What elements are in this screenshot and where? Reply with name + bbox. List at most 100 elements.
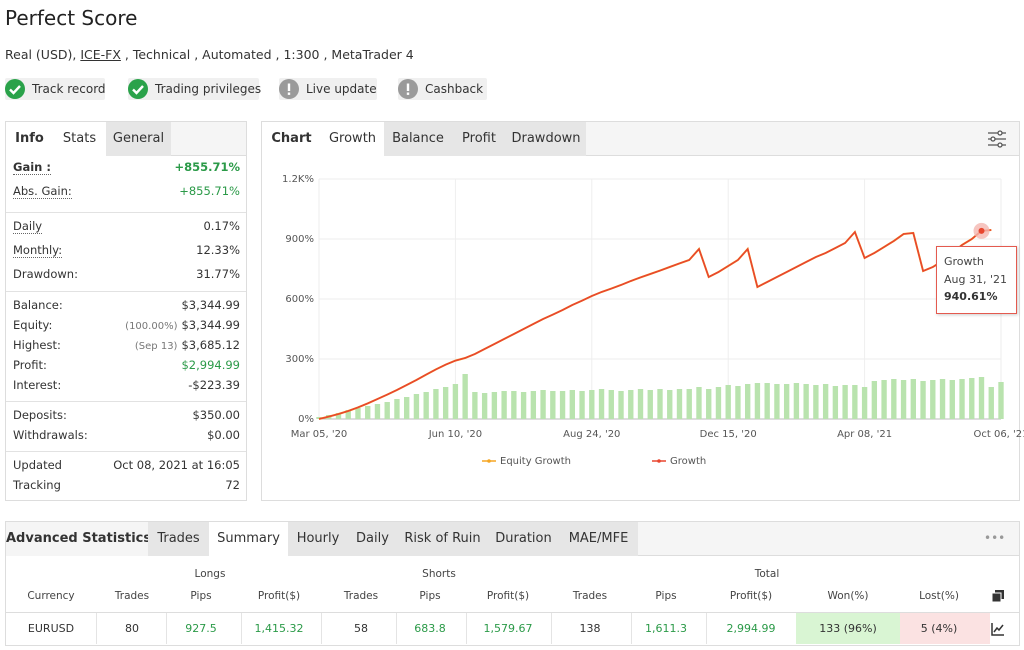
stats-tab[interactable]: Summary [209, 522, 288, 556]
stats-tab[interactable]: Trades [148, 522, 209, 556]
stats-tab[interactable]: MAE/MFE [559, 522, 638, 556]
tooltip-date: Aug 31, '21 [944, 273, 1007, 286]
cell-border [96, 613, 97, 644]
badge-icon [128, 79, 148, 99]
column-header: Trades [114, 590, 150, 602]
cell-border [551, 613, 552, 644]
column-header: Pips [655, 590, 677, 602]
tooltip: Growth Aug 31, '21 940.61% [936, 246, 1017, 314]
stat-value-text: $2,994.99 [181, 358, 240, 372]
column-header: Profit($) [486, 590, 530, 602]
stats-tab[interactable]: Duration [488, 522, 559, 556]
chart-tab: Chart [262, 122, 321, 156]
stat-value: (Sep 13) $3,685.12 [135, 338, 240, 352]
cell-border [321, 613, 322, 644]
cell: 1,579.67 [483, 622, 533, 635]
chart-tab[interactable]: Profit [452, 122, 506, 156]
column-header: Trades [343, 590, 379, 602]
stat-value: 0.17% [203, 219, 240, 233]
stat-value-text: -$223.39 [188, 378, 240, 392]
stat-value-text: +855.71% [179, 184, 240, 198]
trend-icon [991, 623, 1004, 636]
column-header: Trades [572, 590, 608, 602]
cell-border [241, 613, 242, 644]
column-header: Pips [190, 590, 212, 602]
broker-link[interactable]: ICE-FX [80, 47, 121, 62]
group-header: Shorts [422, 568, 456, 580]
separator [6, 451, 246, 452]
column-header: Lost(%) [919, 590, 959, 602]
chart-icon[interactable] [991, 621, 1005, 636]
stat-value-text: 72 [225, 478, 240, 492]
badge-icon [5, 79, 25, 99]
chart-tab[interactable]: Growth [321, 122, 384, 156]
page-title: Perfect Score [5, 6, 138, 30]
export-icon[interactable] [991, 588, 1005, 603]
stats-tab[interactable]: Daily [348, 522, 397, 556]
cell-bg [796, 613, 900, 644]
stat-value-text: $3,685.12 [181, 338, 240, 352]
badge-label: Trading privileges [155, 82, 262, 96]
copy-icon [991, 590, 1004, 603]
stats-panel: Advanced Statistics Trades Summary Hourly Da… [5, 521, 1020, 646]
stat-value-text: Oct 08, 2021 at 16:05 [113, 458, 240, 472]
chart-tab[interactable]: Balance [384, 122, 452, 156]
stats-tab[interactable]: Risk of Ruin [397, 522, 488, 556]
stat-value-text: $350.00 [192, 408, 240, 422]
column-header: Profit($) [257, 590, 301, 602]
subtitle: Real (USD), ICE-FX , Technical , Automat… [5, 47, 414, 62]
stat-label: Balance: [13, 298, 63, 312]
stats-tab[interactable]: Hourly [288, 522, 348, 556]
stat-value: 72 [225, 478, 240, 492]
chart-tab[interactable]: Drawdown [506, 122, 586, 156]
cell: 2,994.99 [726, 622, 776, 635]
more-button[interactable]: ••• [984, 531, 1006, 545]
subtitle-text: , Technical , Automated , 1:300 , MetaTr… [120, 47, 414, 62]
separator [6, 212, 246, 213]
badge-label: Track record [32, 82, 106, 96]
stats-title: Advanced Statistics [6, 522, 151, 556]
stat-label: Monthly: [13, 243, 63, 258]
info-tab[interactable]: General [106, 122, 171, 156]
settings-icon[interactable] [986, 128, 1008, 150]
cell: 683.8 [414, 622, 446, 635]
cell-border [706, 613, 707, 644]
stat-label: Drawdown: [13, 267, 78, 281]
cell: 80 [125, 622, 139, 635]
tooltip-title: Growth [944, 255, 984, 268]
badge-icon [279, 79, 299, 99]
stat-label: Highest: [13, 338, 61, 352]
stat-note: (100.00%) [125, 321, 178, 332]
stat-label: Tracking [13, 478, 61, 492]
cell: 927.5 [185, 622, 217, 635]
badge: Live update [279, 78, 377, 100]
cell-border [166, 613, 167, 644]
stat-value: -$223.39 [188, 378, 240, 392]
badge: Cashback [398, 78, 487, 100]
cell-border [396, 613, 397, 644]
stat-label: Interest: [13, 378, 62, 392]
badge-label: Live update [306, 82, 377, 96]
stat-value: +855.71% [174, 160, 240, 174]
stat-value: 12.33% [196, 243, 240, 257]
stat-value: Oct 08, 2021 at 16:05 [113, 458, 240, 472]
info-tab: Info [6, 122, 53, 156]
tooltip-value: 940.61% [944, 290, 998, 303]
cell: 1,415.32 [254, 622, 304, 635]
stat-value: $350.00 [192, 408, 240, 422]
stat-value: 31.77% [196, 267, 240, 281]
stat-value-text: $3,344.99 [181, 298, 240, 312]
stat-value: $3,344.99 [181, 298, 240, 312]
sliders-icon [988, 130, 1006, 148]
info-tab[interactable]: Stats [53, 122, 106, 156]
subtitle-text: Real (USD), [5, 47, 81, 62]
alert-icon [406, 83, 410, 95]
cell: 5 (4%) [920, 622, 958, 635]
stat-value-text: 12.33% [196, 243, 240, 257]
group-header: Longs [194, 568, 226, 580]
badge-label: Cashback [425, 82, 484, 96]
stat-value-text: +855.71% [174, 160, 240, 174]
stat-note: (Sep 13) [134, 341, 178, 352]
cell-border [631, 613, 632, 644]
